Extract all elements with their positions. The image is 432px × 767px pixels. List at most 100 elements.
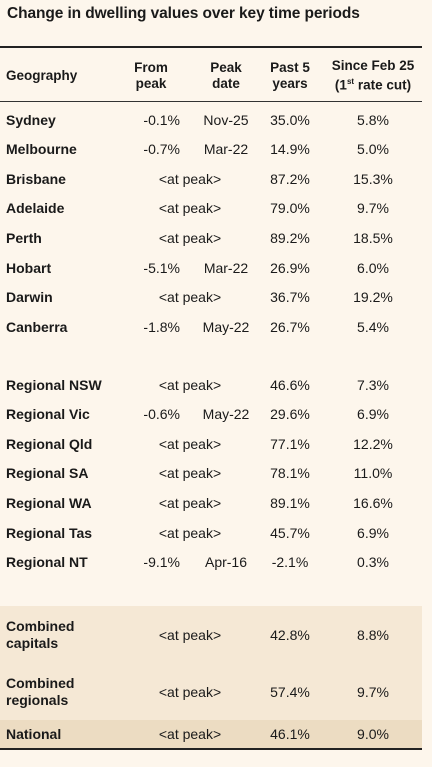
peak-date-cell: Apr-16	[204, 554, 248, 571]
past-5-years-cell: -2.1%	[271, 554, 309, 571]
at-peak-cell: <at peak>	[158, 229, 222, 246]
header-since-feb-25: Since Feb 25 (1st rate cut)	[331, 58, 415, 93]
since-feb-25-cell: 5.8%	[357, 111, 389, 128]
table-row: Adelaide <at peak> 79.0% 9.7%	[0, 194, 422, 223]
at-peak-cell: <at peak>	[158, 726, 222, 742]
since-feb-25-cell: 5.4%	[357, 318, 389, 335]
at-peak-cell: <at peak>	[158, 524, 222, 541]
past-5-years-cell: 77.1%	[270, 435, 310, 452]
table-row: Hobart -5.1% Mar-22 26.9% 6.0%	[0, 253, 422, 282]
since-feb-25-cell: 15.3%	[353, 170, 393, 187]
table-row: Sydney -0.1% Nov-25 35.0% 5.8%	[0, 105, 422, 134]
since-feb-25-cell: 9.7%	[357, 200, 389, 217]
table-row: Regional Tas <at peak> 45.7% 6.9%	[0, 518, 422, 547]
from-peak-cell: -0.6%	[143, 406, 180, 423]
geography-cell: Regional Tas	[6, 524, 93, 541]
table-row: Regional Vic -0.6% May-22 29.6% 6.9%	[0, 400, 422, 429]
geography-cell: Regional SA	[6, 465, 89, 482]
since-feb-25-cell: 11.0%	[353, 465, 393, 482]
at-peak-cell: <at peak>	[158, 289, 222, 306]
since-feb-25-cell: 6.0%	[357, 259, 389, 276]
since-feb-25-cell: 0.3%	[357, 554, 389, 571]
since-feb-25-cell: 5.0%	[357, 141, 389, 158]
geography-cell: Melbourne	[6, 141, 77, 158]
header-rule	[0, 101, 422, 102]
geography-cell: Sydney	[6, 111, 56, 128]
at-peak-cell: <at peak>	[158, 627, 222, 643]
since-feb-25-cell: 6.9%	[357, 406, 389, 423]
past-5-years-cell: 46.6%	[270, 376, 310, 393]
table-row: Regional NSW <at peak> 46.6% 7.3%	[0, 370, 422, 399]
past-5-years-cell: 89.2%	[270, 229, 310, 246]
table-row: Perth <at peak> 89.2% 18.5%	[0, 223, 422, 252]
since-feb-25-cell: 18.5%	[353, 229, 393, 246]
bottom-rule	[0, 748, 422, 750]
table-row: Brisbane <at peak> 87.2% 15.3%	[0, 164, 422, 193]
at-peak-cell: <at peak>	[158, 200, 222, 217]
peak-date-cell: May-22	[202, 406, 250, 423]
past-5-years-cell: 26.9%	[270, 259, 310, 276]
geography-cell: Hobart	[6, 259, 52, 276]
since-feb-25-cell: 9.0%	[357, 726, 389, 742]
table-row: Combined regionals <at peak> 57.4% 9.7%	[0, 669, 422, 715]
since-feb-25-cell: 12.2%	[353, 435, 393, 452]
page-title: Change in dwelling values over key time …	[7, 5, 360, 22]
geography-cell: Canberra	[6, 318, 68, 335]
top-rule	[0, 46, 422, 48]
national-highlight	[0, 720, 422, 748]
past-5-years-cell: 36.7%	[270, 289, 310, 306]
past-5-years-cell: 14.9%	[270, 141, 310, 158]
geography-cell: Perth	[6, 229, 42, 246]
table-row: Melbourne -0.7% Mar-22 14.9% 5.0%	[0, 135, 422, 164]
since-feb-25-cell: 8.8%	[357, 627, 389, 643]
at-peak-cell: <at peak>	[158, 465, 222, 482]
past-5-years-cell: 42.8%	[270, 627, 310, 643]
aggregate-highlight	[0, 606, 422, 720]
at-peak-cell: <at peak>	[158, 435, 222, 452]
geography-cell: Regional Qld	[6, 435, 93, 452]
table-row: Combined capitals <at peak> 42.8% 8.8%	[0, 612, 422, 658]
header-past-5-years: Past 5 years	[270, 60, 310, 91]
from-peak-cell: -9.1%	[143, 554, 180, 571]
since-feb-25-cell: 9.7%	[357, 684, 389, 700]
since-feb-25-cell: 7.3%	[357, 376, 389, 393]
table-header: Geography From peak Peak date Past 5 years …	[0, 50, 422, 102]
peak-date-cell: Mar-22	[203, 141, 249, 158]
at-peak-cell: <at peak>	[158, 170, 222, 187]
past-5-years-cell: 46.1%	[270, 726, 310, 742]
since-feb-25-cell: 6.9%	[357, 524, 389, 541]
past-5-years-cell: 89.1%	[270, 494, 310, 511]
table-row: Regional Qld <at peak> 77.1% 12.2%	[0, 429, 422, 458]
geography-cell: Regional NT	[6, 554, 88, 571]
peak-date-cell: Mar-22	[203, 259, 249, 276]
past-5-years-cell: 78.1%	[270, 465, 310, 482]
geography-cell: Darwin	[6, 289, 53, 306]
table-row: Regional NT -9.1% Apr-16 -2.1% 0.3%	[0, 548, 422, 577]
past-5-years-cell: 45.7%	[270, 524, 310, 541]
geography-cell: Combined capitals	[6, 618, 75, 651]
table-row: Darwin <at peak> 36.7% 19.2%	[0, 283, 422, 312]
table-row: Regional SA <at peak> 78.1% 11.0%	[0, 459, 422, 488]
from-peak-cell: -5.1%	[143, 259, 180, 276]
geography-cell: National	[6, 726, 62, 742]
header-from-peak: From peak	[134, 60, 168, 91]
since-feb-25-cell: 16.6%	[353, 494, 393, 511]
header-peak-date: Peak date	[210, 60, 242, 91]
geography-cell: Regional WA	[6, 494, 92, 511]
past-5-years-cell: 79.0%	[270, 200, 310, 217]
from-peak-cell: -0.1%	[143, 111, 180, 128]
since-feb-25-cell: 19.2%	[353, 289, 393, 306]
geography-cell: Regional Vic	[6, 406, 90, 423]
geography-cell: Combined regionals	[6, 675, 75, 708]
past-5-years-cell: 29.6%	[270, 406, 310, 423]
at-peak-cell: <at peak>	[158, 494, 222, 511]
past-5-years-cell: 35.0%	[270, 111, 310, 128]
table-row: National <at peak> 46.1% 9.0%	[0, 720, 422, 748]
geography-cell: Adelaide	[6, 200, 65, 217]
at-peak-cell: <at peak>	[158, 684, 222, 700]
peak-date-cell: May-22	[202, 318, 250, 335]
past-5-years-cell: 26.7%	[270, 318, 310, 335]
geography-cell: Regional NSW	[6, 376, 102, 393]
table-row: Canberra -1.8% May-22 26.7% 5.4%	[0, 312, 422, 341]
from-peak-cell: -1.8%	[143, 318, 180, 335]
